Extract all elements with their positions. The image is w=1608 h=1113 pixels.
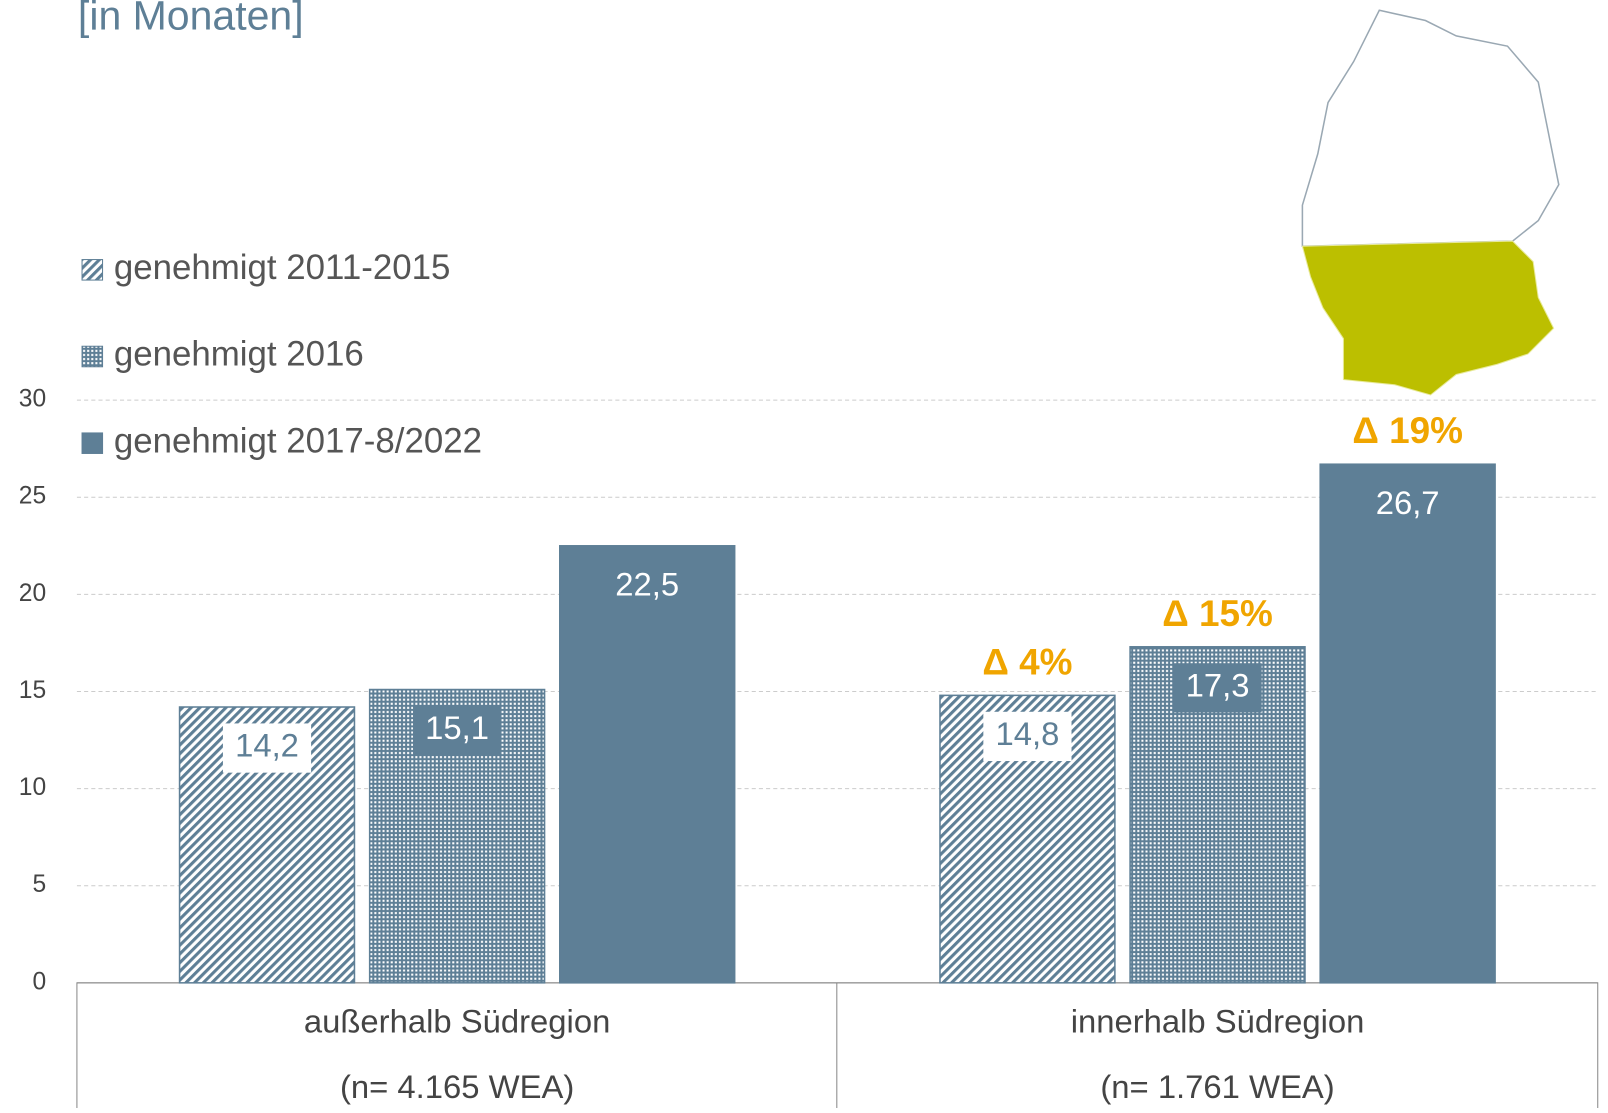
y-tick-label: 25 bbox=[19, 483, 46, 510]
value-label: 14,2 bbox=[235, 727, 299, 764]
value-label-box bbox=[1173, 663, 1262, 713]
y-tick-label: 30 bbox=[19, 386, 46, 413]
legend-swatch bbox=[81, 259, 104, 281]
value-label-box bbox=[983, 711, 1072, 762]
legend-label: genehmigt 2017-8/2022 bbox=[114, 421, 482, 460]
y-tick-label: 5 bbox=[32, 871, 46, 898]
value-label: 14,8 bbox=[996, 715, 1060, 752]
chart-title: [in Monaten] bbox=[78, 0, 304, 38]
map bbox=[1301, 9, 1560, 396]
x-tick-label: außerhalb Südregion bbox=[304, 1003, 610, 1040]
value-label-box bbox=[222, 723, 312, 773]
y-tick-label: 15 bbox=[19, 677, 46, 704]
x-tick-label: innerhalb Südregion bbox=[1071, 1003, 1365, 1040]
bar bbox=[1319, 463, 1496, 984]
legend-label: genehmigt 2011-2015 bbox=[114, 248, 451, 287]
y-tick-label: 0 bbox=[32, 968, 46, 995]
annotation: Δ 4% bbox=[982, 641, 1072, 682]
y-tick-label: 20 bbox=[19, 580, 46, 607]
legend-label: genehmigt 2016 bbox=[114, 335, 364, 374]
value-label: 15,1 bbox=[425, 709, 489, 746]
value-label: 22,5 bbox=[615, 565, 679, 602]
annotation: Δ 15% bbox=[1162, 593, 1273, 634]
value-label: 17,3 bbox=[1186, 667, 1250, 704]
legend-swatch bbox=[81, 345, 104, 368]
annotation: Δ 19% bbox=[1352, 410, 1463, 451]
legend-swatch bbox=[81, 432, 104, 454]
value-label-box bbox=[413, 705, 502, 756]
x-tick-note: (n= 1.761 WEA) bbox=[1100, 1068, 1334, 1105]
value-label: 26,7 bbox=[1376, 484, 1440, 521]
y-tick-label: 10 bbox=[19, 774, 46, 801]
x-tick-note: (n= 4.165 WEA) bbox=[340, 1068, 574, 1105]
bar bbox=[559, 545, 736, 984]
